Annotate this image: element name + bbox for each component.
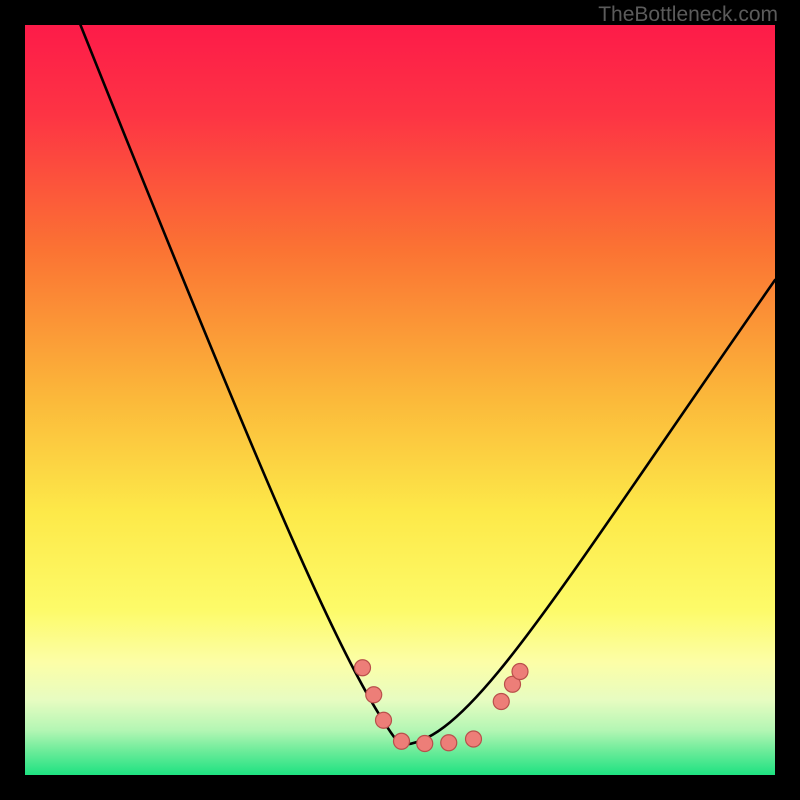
data-point <box>466 731 482 747</box>
data-point <box>394 733 410 749</box>
data-point <box>355 660 371 676</box>
watermark-text: TheBottleneck.com <box>598 3 778 27</box>
data-point <box>493 694 509 710</box>
curve-layer <box>25 25 775 775</box>
data-point <box>512 664 528 680</box>
data-point <box>366 687 382 703</box>
bottleneck-curve <box>81 25 776 745</box>
plot-area <box>25 25 775 775</box>
data-point <box>417 736 433 752</box>
data-point <box>376 712 392 728</box>
data-point <box>441 735 457 751</box>
data-points-group <box>355 660 529 752</box>
